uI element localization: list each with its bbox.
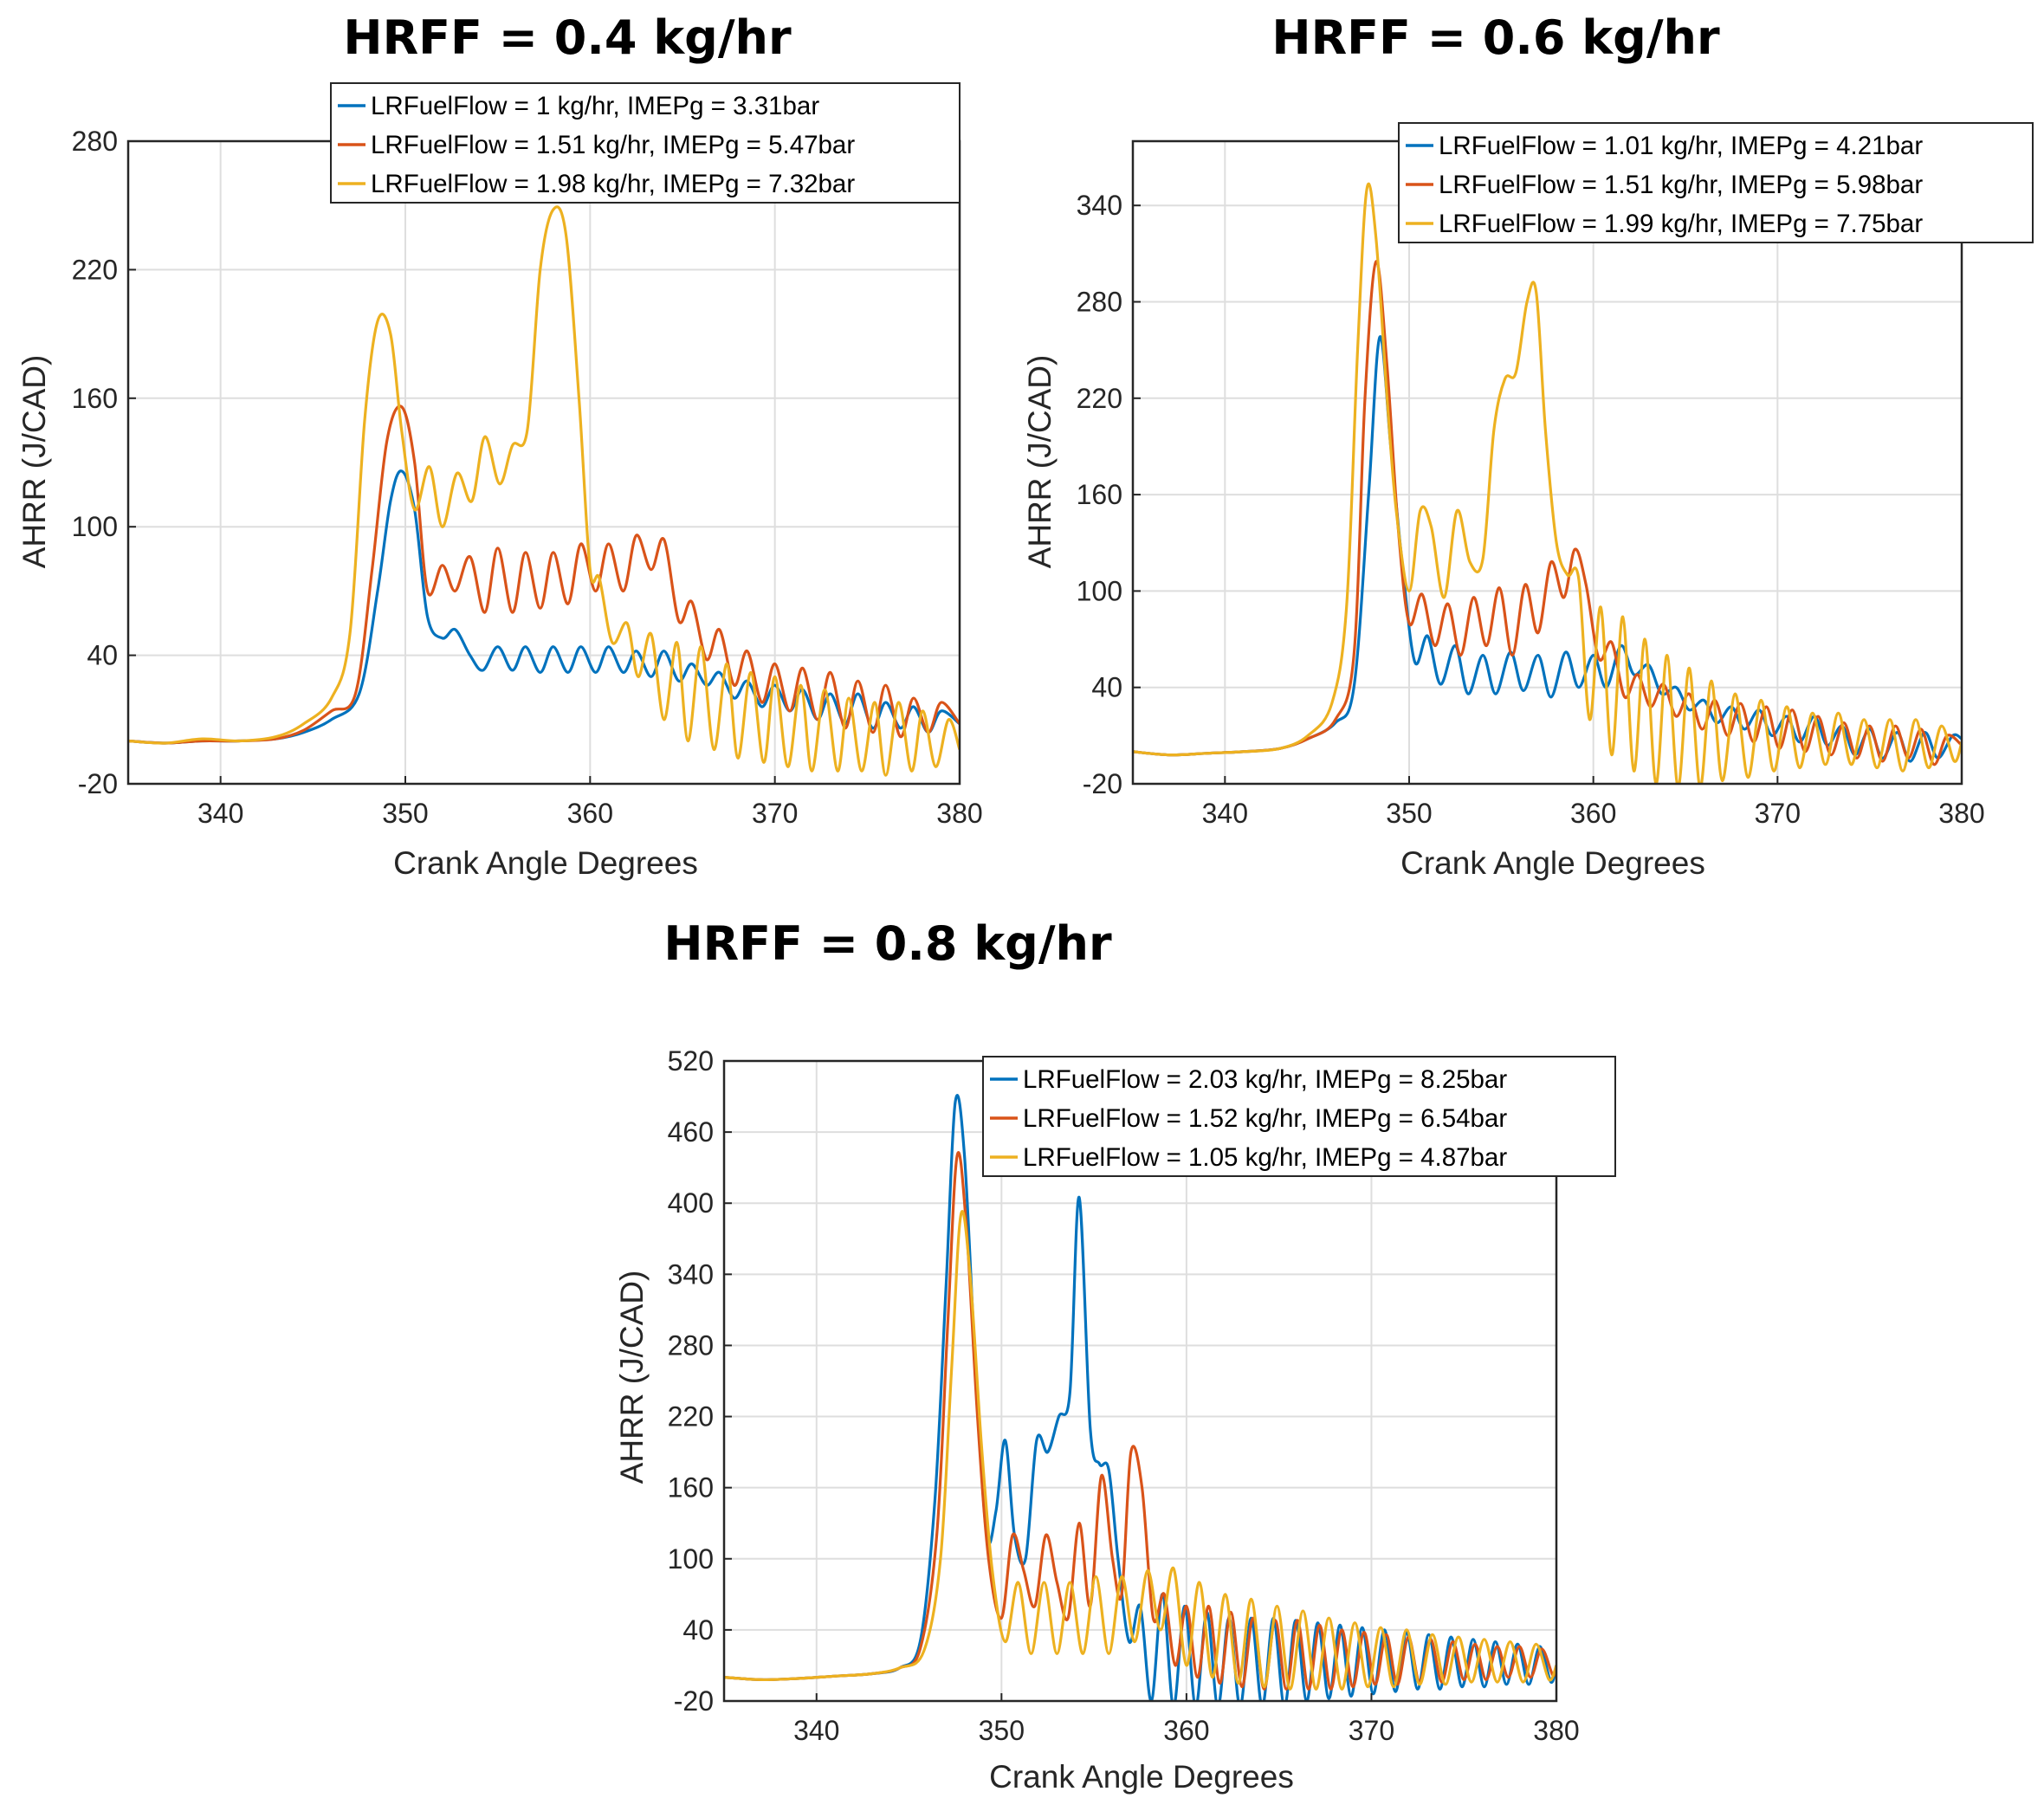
legend-box xyxy=(330,82,961,204)
x-tick-label: 350 xyxy=(979,1715,1025,1746)
series-line xyxy=(1133,260,1962,766)
y-tick-label: 220 xyxy=(1077,383,1122,414)
legend-entry: LRFuelFlow = 2.03 kg/hr, IMEPg = 8.25bar xyxy=(1023,1065,1507,1094)
plot-axes: 340 350 360 370 380 -20 40 100 160 220 280 340 LRFue… xyxy=(1077,122,2034,829)
y-tick-label: 280 xyxy=(72,126,118,157)
legend-entry: LRFuelFlow = 1.98 kg/hr, IMEPg = 7.32bar xyxy=(371,170,855,198)
y-tick-label: 40 xyxy=(682,1614,714,1646)
y-tick-label: -20 xyxy=(78,768,118,799)
series-line xyxy=(724,1210,1556,1691)
x-tick-label: 340 xyxy=(1202,798,1248,829)
x-tick-label: 350 xyxy=(1386,798,1432,829)
legend-box xyxy=(982,1056,1616,1177)
legend: LRFuelFlow = 1 kg/hr, IMEPg = 3.31bar LRF… xyxy=(330,82,961,204)
x-tick-label: 360 xyxy=(567,798,613,829)
y-axis-label: AHRR (J/CAD) xyxy=(614,1271,650,1484)
x-tick-label: 380 xyxy=(936,798,982,829)
series-line xyxy=(1133,182,1962,784)
y-tick-label: 400 xyxy=(668,1187,714,1219)
legend-entry: LRFuelFlow = 1 kg/hr, IMEPg = 3.31bar xyxy=(371,92,819,120)
y-tick-label: 40 xyxy=(87,640,118,671)
series-line xyxy=(128,205,960,777)
y-tick-label: 520 xyxy=(668,1045,714,1077)
x-tick-label: 360 xyxy=(1163,1715,1209,1746)
y-tick-label: 100 xyxy=(72,511,118,542)
legend-entry: LRFuelFlow = 1.99 kg/hr, IMEPg = 7.75bar xyxy=(1439,210,1923,238)
series-group xyxy=(1133,182,1962,784)
chart-title: HRFF = 0.8 kg/hr xyxy=(663,916,1112,971)
y-tick-label: 40 xyxy=(1091,672,1122,703)
y-axis-label: AHRR (J/CAD) xyxy=(1022,355,1058,569)
chart-panel-hrff-0-6: HRFF = 0.6 kg/hr 340 350 360 370 380 -20 40 100… xyxy=(1022,10,2034,881)
y-tick-label: 160 xyxy=(668,1472,714,1504)
chart-title: HRFF = 0.6 kg/hr xyxy=(1271,10,1720,65)
x-tick-label: 350 xyxy=(382,798,428,829)
y-tick-label: 160 xyxy=(1077,479,1122,510)
x-axis-label: Crank Angle Degrees xyxy=(1400,845,1705,881)
x-tick-label: 370 xyxy=(1349,1715,1394,1746)
legend-entry: LRFuelFlow = 1.01 kg/hr, IMEPg = 4.21bar xyxy=(1439,132,1923,160)
y-tick-label: -20 xyxy=(674,1685,714,1717)
x-tick-label: 370 xyxy=(752,798,798,829)
y-tick-label: 100 xyxy=(668,1543,714,1575)
x-tick-label: 360 xyxy=(1570,798,1616,829)
x-axis-label: Crank Angle Degrees xyxy=(393,845,698,881)
y-tick-label: 280 xyxy=(668,1329,714,1361)
legend-entry: LRFuelFlow = 1.51 kg/hr, IMEPg = 5.47bar xyxy=(371,131,855,159)
x-tick-label: 340 xyxy=(793,1715,839,1746)
y-tick-label: 160 xyxy=(72,383,118,414)
chart-title: HRFF = 0.4 kg/hr xyxy=(343,10,792,65)
legend-entry: LRFuelFlow = 1.05 kg/hr, IMEPg = 4.87bar xyxy=(1023,1143,1507,1172)
y-tick-label: 220 xyxy=(668,1401,714,1433)
chart-panel-hrff-0-4: HRFF = 0.4 kg/hr 340 350 360 370 380 -20 40 100… xyxy=(16,10,983,881)
x-tick-label: 380 xyxy=(1533,1715,1579,1746)
series-group xyxy=(128,205,960,777)
legend: LRFuelFlow = 2.03 kg/hr, IMEPg = 8.25bar… xyxy=(982,1056,1616,1177)
y-axis-label: AHRR (J/CAD) xyxy=(16,355,52,569)
y-tick-label: 340 xyxy=(668,1258,714,1290)
chart-panel-hrff-0-8: HRFF = 0.8 kg/hr 340 350 360 370 380 -20 40 100… xyxy=(614,916,1616,1795)
y-tick-label: 100 xyxy=(1077,575,1122,606)
x-tick-label: 340 xyxy=(197,798,243,829)
series-line xyxy=(128,469,960,745)
y-tick-label: -20 xyxy=(1083,768,1122,799)
plot-axes: 340 350 360 370 380 -20 40 100 160 220 280 340 400 46… xyxy=(668,1045,1616,1746)
plot-axes: 340 350 360 370 380 -20 40 100 160 220 280 LRFuelFl… xyxy=(72,82,983,829)
legend-entry: LRFuelFlow = 1.52 kg/hr, IMEPg = 6.54bar xyxy=(1023,1104,1507,1133)
x-tick-label: 370 xyxy=(1755,798,1801,829)
x-axis-label: Crank Angle Degrees xyxy=(989,1759,1294,1795)
series-group xyxy=(724,1094,1556,1701)
y-tick-label: 220 xyxy=(72,254,118,285)
legend: LRFuelFlow = 1.01 kg/hr, IMEPg = 4.21bar… xyxy=(1398,122,2034,243)
legend-box xyxy=(1398,122,2034,243)
y-tick-label: 460 xyxy=(668,1116,714,1148)
y-tick-label: 340 xyxy=(1077,190,1122,221)
x-tick-label: 380 xyxy=(1938,798,1984,829)
legend-entry: LRFuelFlow = 1.51 kg/hr, IMEPg = 5.98bar xyxy=(1439,171,1923,199)
y-tick-label: 280 xyxy=(1077,287,1122,318)
